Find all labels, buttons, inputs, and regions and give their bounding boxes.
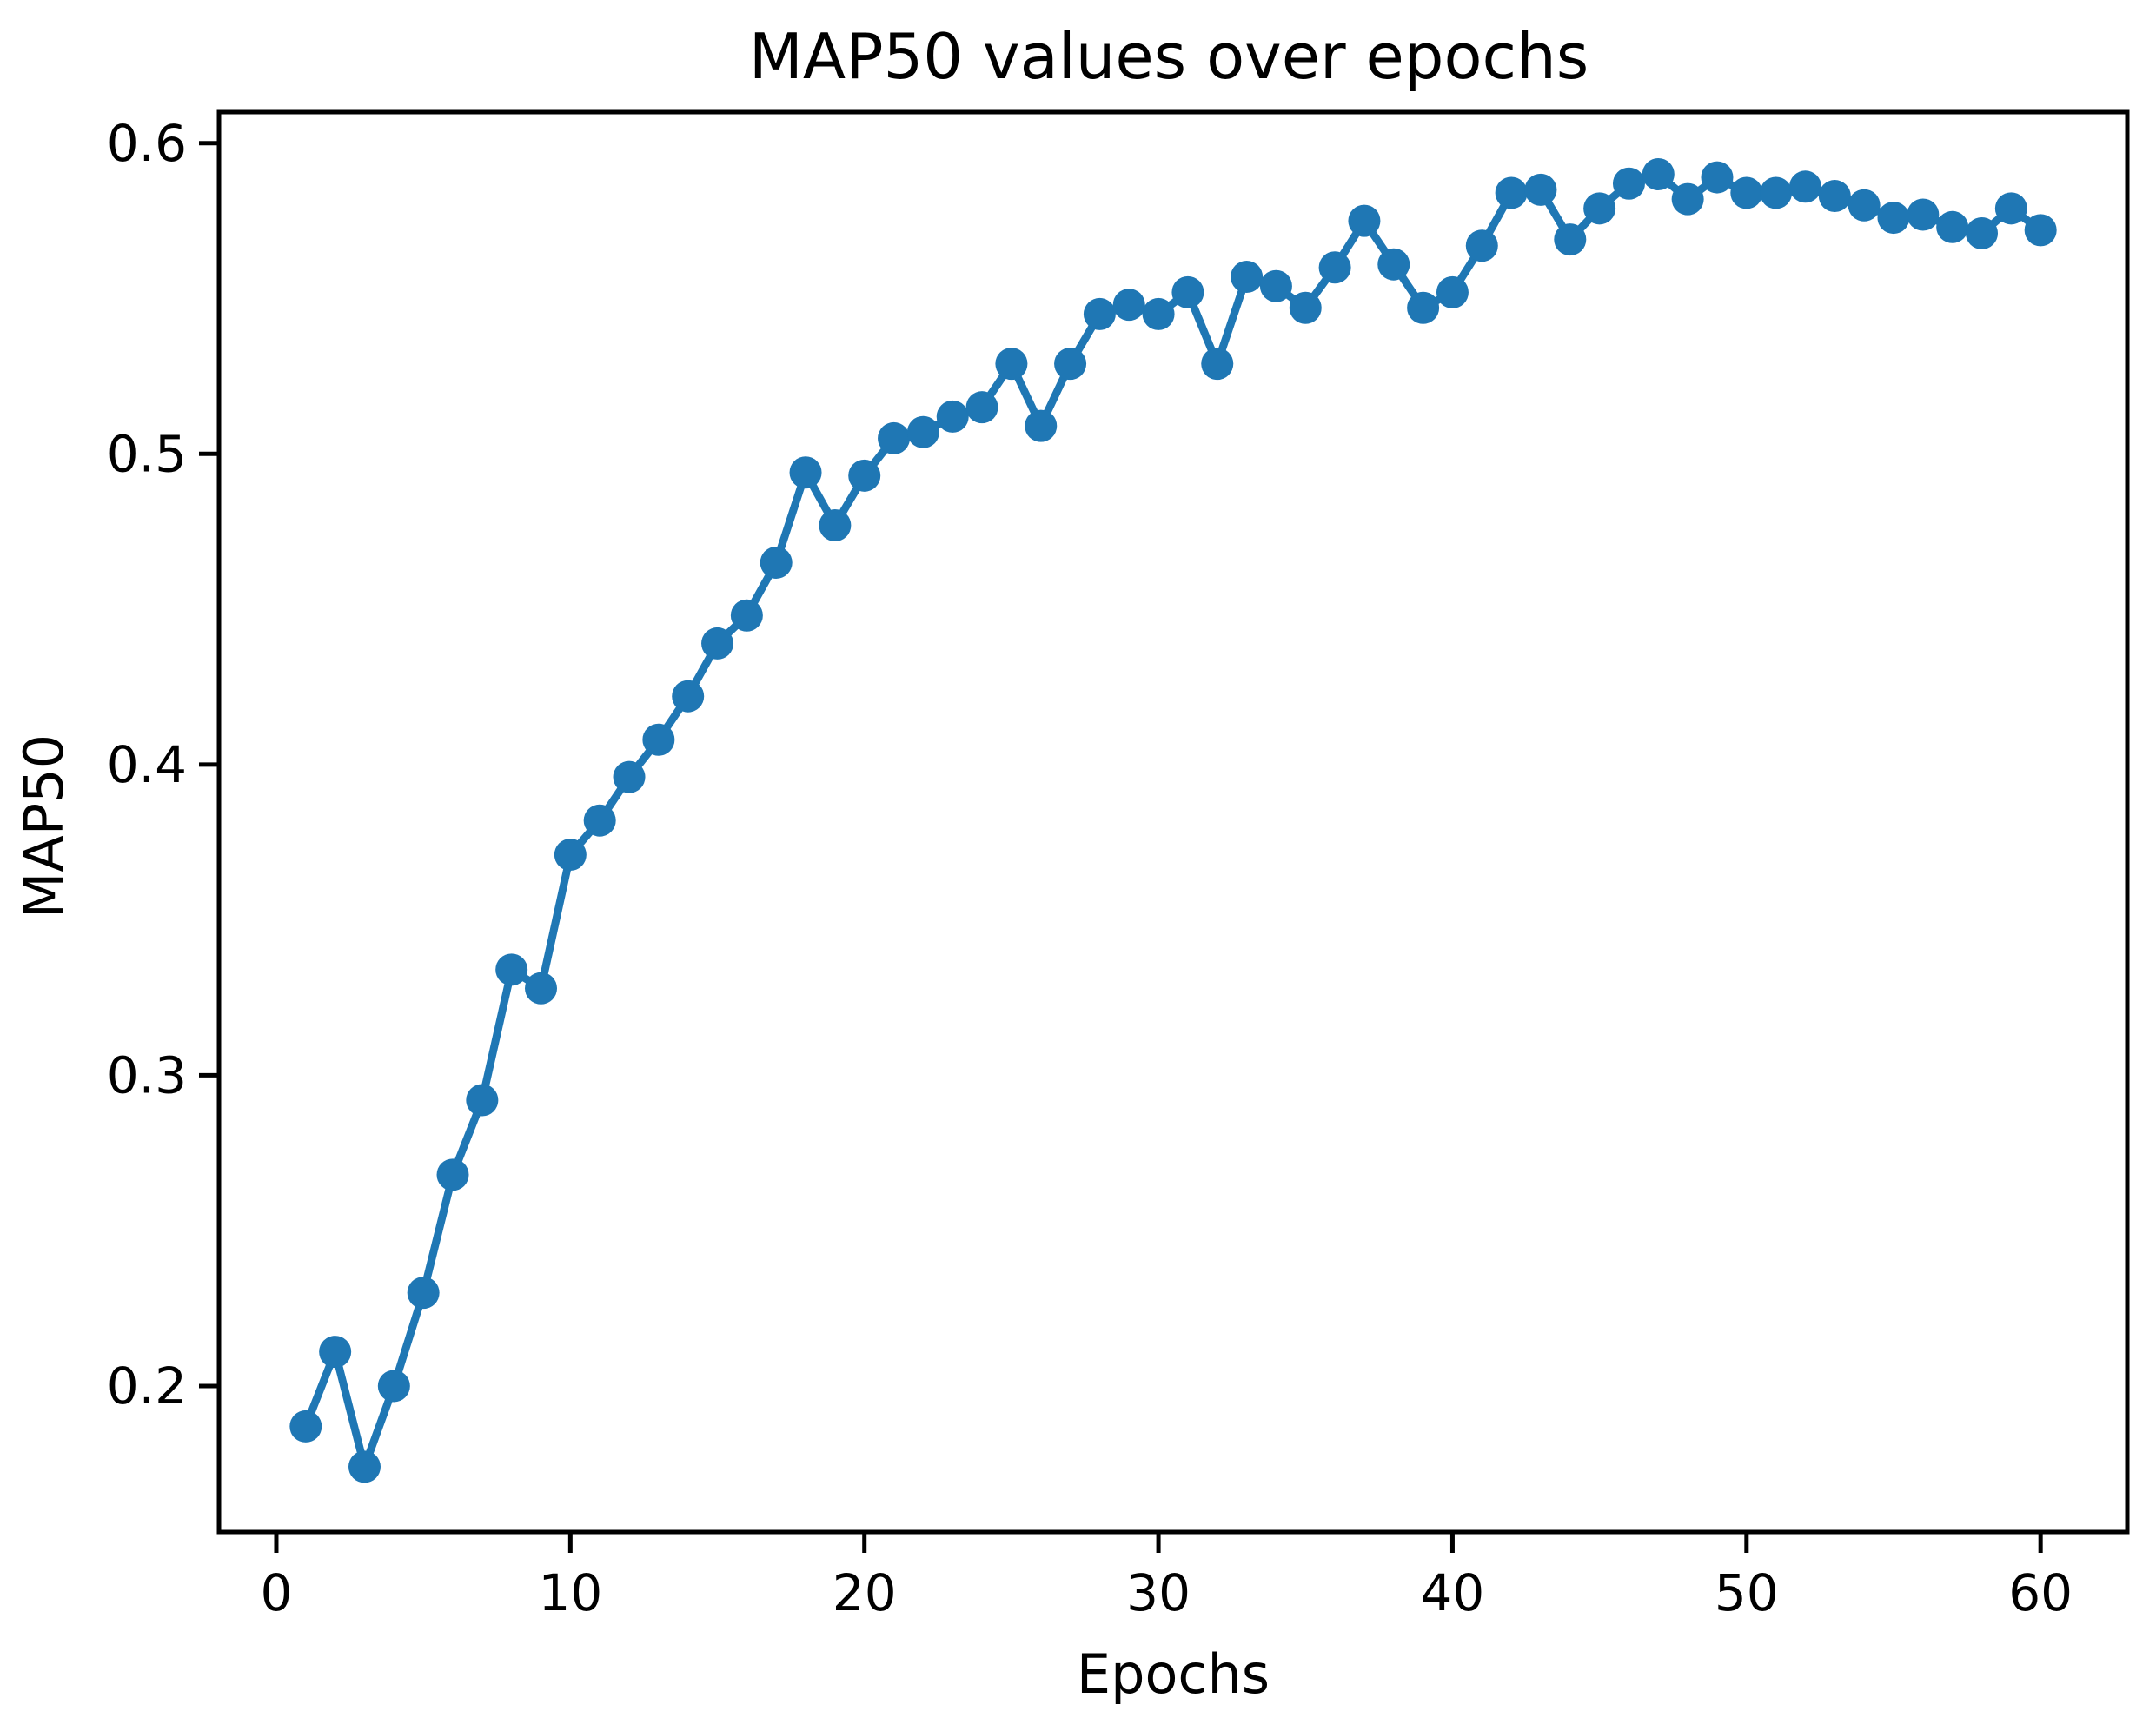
- data-point: [1201, 348, 1234, 381]
- data-point: [436, 1158, 469, 1191]
- data-point: [319, 1336, 352, 1369]
- data-point: [495, 953, 528, 986]
- y-axis-label: MAP50: [12, 734, 76, 919]
- data-point: [613, 760, 646, 793]
- data-point: [1936, 210, 1969, 243]
- data-point: [789, 456, 822, 489]
- data-point: [1318, 251, 1351, 284]
- data-point: [1583, 192, 1616, 225]
- data-point: [1407, 291, 1440, 324]
- data-point: [1612, 167, 1645, 200]
- plot-area: [216, 109, 2130, 1535]
- data-point: [1289, 291, 1322, 324]
- data-point: [701, 627, 734, 660]
- data-point: [1907, 198, 1940, 231]
- data-point: [1848, 189, 1881, 222]
- data-point: [1171, 275, 1204, 308]
- x-tick-label: 20: [833, 1563, 897, 1622]
- data-point: [525, 972, 558, 1005]
- data-point: [377, 1370, 410, 1403]
- data-point: [878, 421, 911, 454]
- data-point: [1877, 202, 1910, 235]
- data-point: [1142, 297, 1175, 330]
- x-tick-label: 40: [1421, 1563, 1485, 1622]
- data-point: [642, 723, 675, 756]
- data-point: [730, 599, 763, 632]
- y-tick-label: 0.3: [107, 1045, 187, 1104]
- data-point: [1760, 176, 1793, 209]
- data-point: [583, 804, 616, 837]
- data-point: [348, 1450, 381, 1483]
- data-point: [554, 839, 587, 872]
- x-tick-label: 0: [261, 1563, 293, 1622]
- data-point: [672, 680, 705, 713]
- data-point: [965, 391, 998, 424]
- chart-title: MAP50 values over epochs: [749, 20, 1589, 93]
- data-point: [1495, 176, 1528, 209]
- x-tick-label: 10: [538, 1563, 602, 1622]
- data-point: [848, 459, 881, 492]
- data-point: [906, 415, 939, 448]
- data-point: [1377, 248, 1410, 281]
- data-point: [1348, 204, 1381, 237]
- data-point: [1259, 269, 1292, 302]
- data-point: [1730, 176, 1763, 209]
- data-point: [1436, 275, 1469, 308]
- data-point: [1025, 409, 1058, 442]
- data-point: [1701, 161, 1734, 194]
- data-point: [1554, 223, 1587, 256]
- data-point: [1465, 229, 1498, 262]
- data-point: [1054, 348, 1087, 381]
- data-point: [2024, 214, 2057, 247]
- x-tick-label: 50: [1715, 1563, 1779, 1622]
- y-tick-label: 0.2: [107, 1356, 187, 1416]
- data-point: [466, 1084, 499, 1117]
- data-point: [1994, 192, 2027, 225]
- data-point: [819, 509, 852, 542]
- x-tick-label: 30: [1126, 1563, 1191, 1622]
- data-point: [995, 348, 1028, 381]
- data-point: [1966, 216, 1999, 249]
- x-axis-label: Epochs: [1077, 1642, 1270, 1706]
- data-point: [1083, 297, 1116, 330]
- data-point: [1818, 180, 1851, 213]
- map50-line: [302, 170, 2045, 1471]
- data-point: [760, 546, 793, 579]
- data-point: [1642, 158, 1675, 191]
- data-point: [407, 1277, 440, 1310]
- data-point: [1788, 170, 1821, 203]
- data-point: [1112, 289, 1145, 322]
- data-point: [1671, 182, 1704, 216]
- data-point: [289, 1410, 322, 1443]
- x-tick-label: 60: [2008, 1563, 2073, 1622]
- y-tick-label: 0.4: [107, 735, 187, 794]
- data-point: [936, 400, 969, 433]
- y-tick-label: 0.6: [107, 114, 187, 173]
- data-point: [1231, 261, 1264, 294]
- y-tick-label: 0.5: [107, 424, 187, 483]
- data-point: [1524, 173, 1557, 206]
